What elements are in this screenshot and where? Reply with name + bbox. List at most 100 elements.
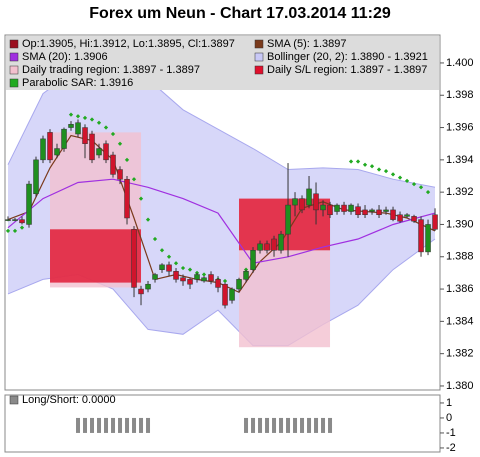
candle-body xyxy=(250,250,256,270)
bar xyxy=(139,417,144,433)
y-tick-label: 1.388 xyxy=(446,251,474,263)
sar-dot xyxy=(355,159,361,164)
candle-body xyxy=(397,214,403,222)
main-plot: 1.380 1.382 1.384 1.386 1.388 1.390 1.392 1.394… xyxy=(5,36,474,392)
bar xyxy=(146,417,151,433)
bar xyxy=(314,417,319,433)
bar xyxy=(328,417,333,433)
legend-swatch xyxy=(9,78,19,88)
sar-dot xyxy=(390,172,396,177)
candle-body xyxy=(285,204,291,235)
sar-dot xyxy=(348,159,354,164)
sar-dot xyxy=(201,272,207,277)
candle-body xyxy=(5,219,11,221)
candle-body xyxy=(404,214,410,217)
legend-label: Daily S/L region: 1.3897 - 1.3897 xyxy=(267,64,427,76)
candle-body xyxy=(390,209,396,220)
candle-body xyxy=(201,277,207,282)
bar xyxy=(307,417,312,433)
y-tick-label: -1 xyxy=(446,427,456,439)
candle-body xyxy=(166,264,172,272)
candle-body xyxy=(299,198,305,211)
y-tick-label: 1.390 xyxy=(446,218,474,230)
sar-dot xyxy=(96,120,102,125)
candle-body xyxy=(75,122,81,135)
candle-body xyxy=(96,148,102,156)
legend-swatch xyxy=(254,52,264,62)
candle-body xyxy=(292,198,298,206)
sar-dot xyxy=(82,115,88,120)
candle-body xyxy=(320,204,326,211)
candle-body xyxy=(173,271,179,280)
indicator-line xyxy=(7,178,436,264)
candle-body xyxy=(180,277,186,282)
sar-dot xyxy=(5,228,11,234)
y-tick-label: 1.392 xyxy=(446,186,474,198)
bar xyxy=(258,417,263,433)
candle-body xyxy=(145,283,151,290)
bar xyxy=(132,417,137,433)
bar xyxy=(104,417,109,433)
sar-dot xyxy=(404,178,410,183)
legend-swatch xyxy=(254,65,264,75)
legend-swatch xyxy=(9,52,19,62)
chart-title: Forex um Neun - Chart 17.03.2014 11:29 xyxy=(89,5,391,22)
legend-swatch xyxy=(9,395,19,405)
candle-body xyxy=(278,233,284,251)
legend-swatch xyxy=(9,65,19,75)
candle-body xyxy=(187,279,193,285)
candle-body xyxy=(61,128,67,149)
sar-dot xyxy=(222,278,228,284)
y-tick-label: 1.380 xyxy=(446,380,474,392)
candle-body xyxy=(334,204,340,212)
y-tick-label: 1.394 xyxy=(446,154,474,166)
bar xyxy=(111,417,116,433)
sar-dot xyxy=(110,131,116,137)
y-tick-label: 0 xyxy=(446,412,452,424)
candle-body xyxy=(355,206,361,216)
candle-body xyxy=(257,243,263,251)
candle-body xyxy=(159,264,165,270)
sar-dot xyxy=(166,254,172,259)
candle-body xyxy=(341,204,347,212)
lower-plot: 1 0 -1 -2 Long/Short: 0.0000 xyxy=(9,394,456,454)
sar-dot xyxy=(369,164,375,169)
legend-label: Parabolic SAR: 1.3916 xyxy=(22,77,133,89)
candle-body xyxy=(432,214,438,230)
candle-body xyxy=(348,204,354,212)
candle-body xyxy=(236,279,242,290)
bar xyxy=(125,417,130,433)
sar-dot xyxy=(145,217,151,222)
sar-dot xyxy=(173,261,179,266)
candle-body xyxy=(376,209,382,216)
candle-body xyxy=(208,274,214,282)
candle-body xyxy=(243,271,249,280)
sar-dot xyxy=(124,157,130,162)
candle-body xyxy=(222,283,228,306)
legend-label: Long/Short: 0.0000 xyxy=(22,394,116,406)
sar-dot xyxy=(152,236,158,242)
candle-body xyxy=(103,143,109,161)
candle-body xyxy=(215,279,221,288)
sar-dot xyxy=(103,125,109,130)
candle-body xyxy=(418,219,424,253)
sar-dot xyxy=(159,248,165,253)
sar-dot xyxy=(362,162,368,167)
legend-box xyxy=(6,36,439,90)
candle-body xyxy=(152,274,158,280)
sar-dot xyxy=(138,196,144,201)
bar xyxy=(251,417,256,433)
bar xyxy=(244,417,249,433)
sar-dot xyxy=(89,117,95,122)
candle-body xyxy=(68,124,74,128)
sar-dot xyxy=(418,185,424,190)
legend-label: SMA (20): 1.3906 xyxy=(22,51,108,63)
sar-dot xyxy=(117,141,123,146)
bar xyxy=(83,417,88,433)
candle-body xyxy=(411,216,417,222)
sar-dot xyxy=(131,177,137,182)
legend-label: Daily trading region: 1.3897 - 1.3897 xyxy=(22,64,200,76)
candle-body xyxy=(110,154,116,175)
legend-swatch xyxy=(9,39,19,49)
y-tick-label: 1.396 xyxy=(446,121,474,133)
